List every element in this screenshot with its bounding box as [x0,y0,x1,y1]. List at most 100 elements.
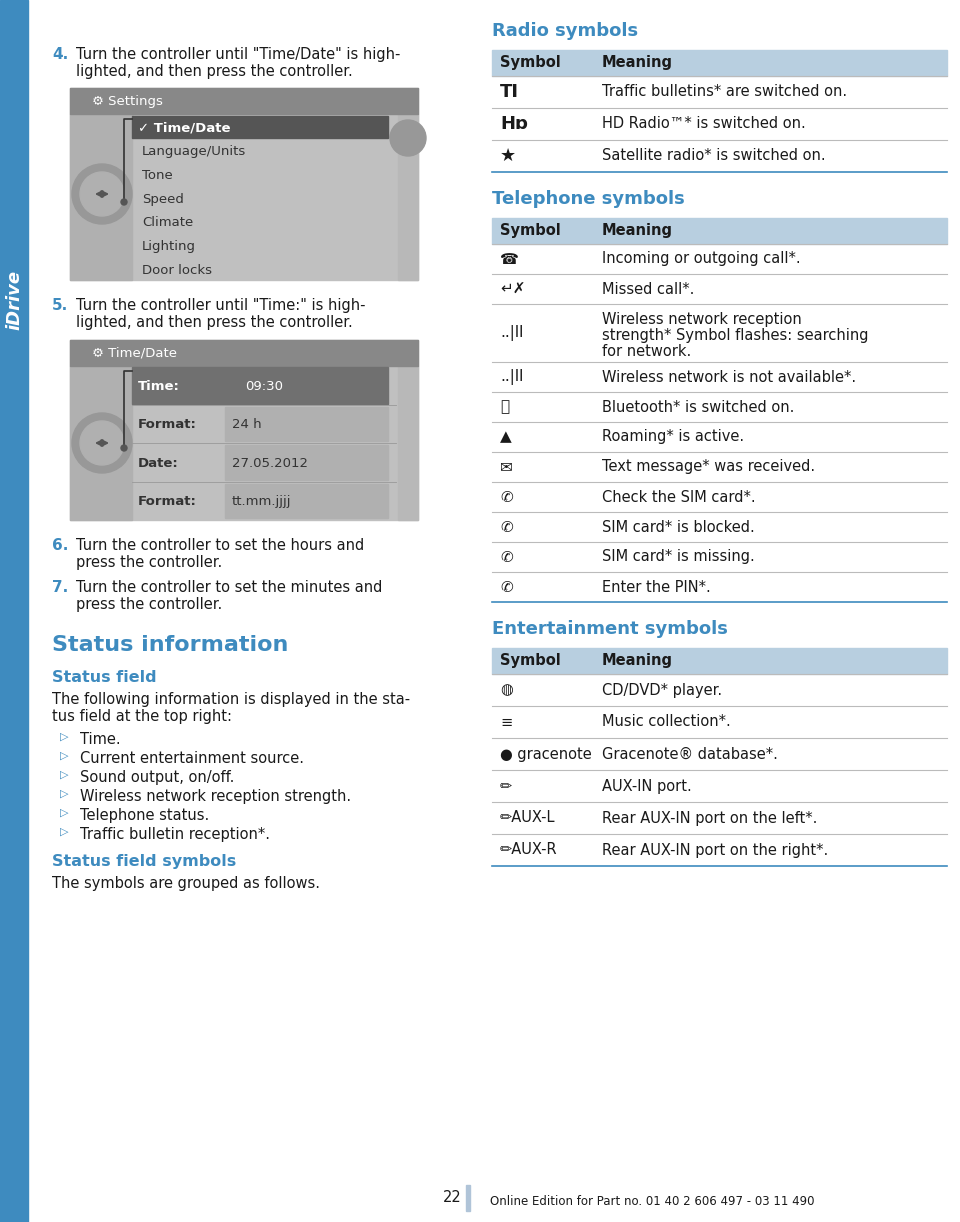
Text: HD Radio™* is switched on.: HD Radio™* is switched on. [602,116,805,132]
Text: SIM card* is blocked.: SIM card* is blocked. [602,519,755,534]
Text: strength* Symbol flashes: searching: strength* Symbol flashes: searching [602,327,869,343]
Text: Speed: Speed [142,193,184,205]
Text: Door locks: Door locks [142,264,212,276]
Text: AUX-IN port.: AUX-IN port. [602,778,692,793]
Text: Radio symbols: Radio symbols [492,22,638,40]
Text: Enter the PIN*.: Enter the PIN*. [602,579,710,594]
Circle shape [80,172,124,216]
Text: Date:: Date: [138,457,179,469]
Bar [70,114,132,280]
Text: Online Edition for Part no. 01 40 2 606 497 - 03 11 490: Online Edition for Part no. 01 40 2 606 … [490,1195,814,1209]
Text: lighted, and then press the controller.: lighted, and then press the controller. [76,315,352,330]
Bar [132,367,388,403]
Text: Rear AUX-IN port on the right*.: Rear AUX-IN port on the right*. [602,842,828,858]
Text: Status information: Status information [52,635,288,655]
Bar [225,445,388,479]
Bar [70,88,418,114]
Text: ⚙ Settings: ⚙ Settings [92,94,163,108]
Text: ✆: ✆ [500,550,513,565]
Text: ● gracenote: ● gracenote [500,747,591,761]
Circle shape [72,164,132,224]
Text: iDrive: iDrive [5,270,23,330]
Text: 5.: 5. [52,298,68,313]
Text: tt.mm.jjjj: tt.mm.jjjj [232,495,292,508]
Bar [398,114,418,280]
Text: Status field: Status field [52,670,156,686]
Text: Traffic bulletins* are switched on.: Traffic bulletins* are switched on. [602,84,847,99]
Text: Telephone symbols: Telephone symbols [492,189,684,208]
Text: Music collection*.: Music collection*. [602,715,731,730]
Bar [70,367,132,521]
Bar [70,340,418,521]
Text: Format:: Format: [138,418,197,431]
Text: 6.: 6. [52,538,68,554]
Text: Lighting: Lighting [142,240,196,253]
Text: Check the SIM card*.: Check the SIM card*. [602,490,756,505]
Text: Wireless network is not available*.: Wireless network is not available*. [602,369,856,385]
Text: 4.: 4. [52,46,68,62]
Text: The symbols are grouped as follows.: The symbols are grouped as follows. [52,876,320,891]
Text: Format:: Format: [138,495,197,508]
Text: 7.: 7. [52,580,68,595]
Text: TI: TI [500,83,519,101]
Text: The following information is displayed in the sta-: The following information is displayed i… [52,692,410,708]
Text: Hɒ: Hɒ [500,115,528,133]
Text: ▷: ▷ [60,808,68,818]
Text: ▷: ▷ [60,770,68,780]
Text: Symbol: Symbol [500,55,561,71]
Text: ▷: ▷ [60,752,68,761]
Text: Symbol: Symbol [500,654,561,668]
Text: ✉: ✉ [500,459,513,474]
Text: ☎: ☎ [500,252,519,266]
Text: Traffic bulletin reception*.: Traffic bulletin reception*. [80,827,270,842]
Text: for network.: for network. [602,345,691,359]
Text: ✓ Time/Date: ✓ Time/Date [138,121,230,134]
Text: Time.: Time. [80,732,121,747]
Text: Meaning: Meaning [602,224,673,238]
Bar [70,340,418,367]
Bar [492,50,947,76]
Text: Missed call*.: Missed call*. [602,281,694,297]
Text: Climate: Climate [142,216,193,230]
Bar [492,648,947,675]
Text: ..|ll: ..|ll [500,369,523,385]
Bar [466,1185,470,1211]
Bar [225,484,388,518]
Text: lighted, and then press the controller.: lighted, and then press the controller. [76,64,352,79]
Text: ✏: ✏ [500,778,513,793]
Text: Incoming or outgoing call*.: Incoming or outgoing call*. [602,252,801,266]
Text: Wireless network reception strength.: Wireless network reception strength. [80,789,351,804]
Circle shape [72,413,132,473]
Text: Wireless network reception: Wireless network reception [602,312,802,327]
Text: 09:30: 09:30 [245,380,283,392]
Text: ✆: ✆ [500,579,513,594]
Text: Status field symbols: Status field symbols [52,854,236,869]
Text: Satellite radio* is switched on.: Satellite radio* is switched on. [602,149,826,164]
Text: press the controller.: press the controller. [76,555,223,569]
Text: 22: 22 [444,1190,462,1205]
Circle shape [80,422,124,466]
Text: Current entertainment source.: Current entertainment source. [80,752,304,766]
Bar [132,116,388,138]
Text: Symbol: Symbol [500,224,561,238]
Text: Telephone status.: Telephone status. [80,808,209,822]
Circle shape [121,199,127,205]
Text: Turn the controller until "Time:" is high-: Turn the controller until "Time:" is hig… [76,298,366,313]
Text: ▷: ▷ [60,827,68,837]
Text: Language/Units: Language/Units [142,145,247,158]
Text: CD/DVD* player.: CD/DVD* player. [602,683,722,698]
Text: Rear AUX-IN port on the left*.: Rear AUX-IN port on the left*. [602,810,817,826]
Text: Turn the controller to set the minutes and: Turn the controller to set the minutes a… [76,580,382,595]
Bar [70,88,418,280]
Text: Turn the controller until "Time/Date" is high-: Turn the controller until "Time/Date" is… [76,46,400,62]
Text: 24 h: 24 h [232,418,262,431]
Text: ✆: ✆ [500,490,513,505]
Text: ◍: ◍ [500,683,513,698]
Circle shape [390,120,426,156]
Text: Meaning: Meaning [602,55,673,71]
Text: 27.05.2012: 27.05.2012 [232,457,308,469]
Text: ✏AUX-R: ✏AUX-R [500,842,558,858]
Text: Turn the controller to set the hours and: Turn the controller to set the hours and [76,538,364,554]
Text: ✆: ✆ [500,519,513,534]
Text: Gracenote® database*.: Gracenote® database*. [602,747,778,761]
